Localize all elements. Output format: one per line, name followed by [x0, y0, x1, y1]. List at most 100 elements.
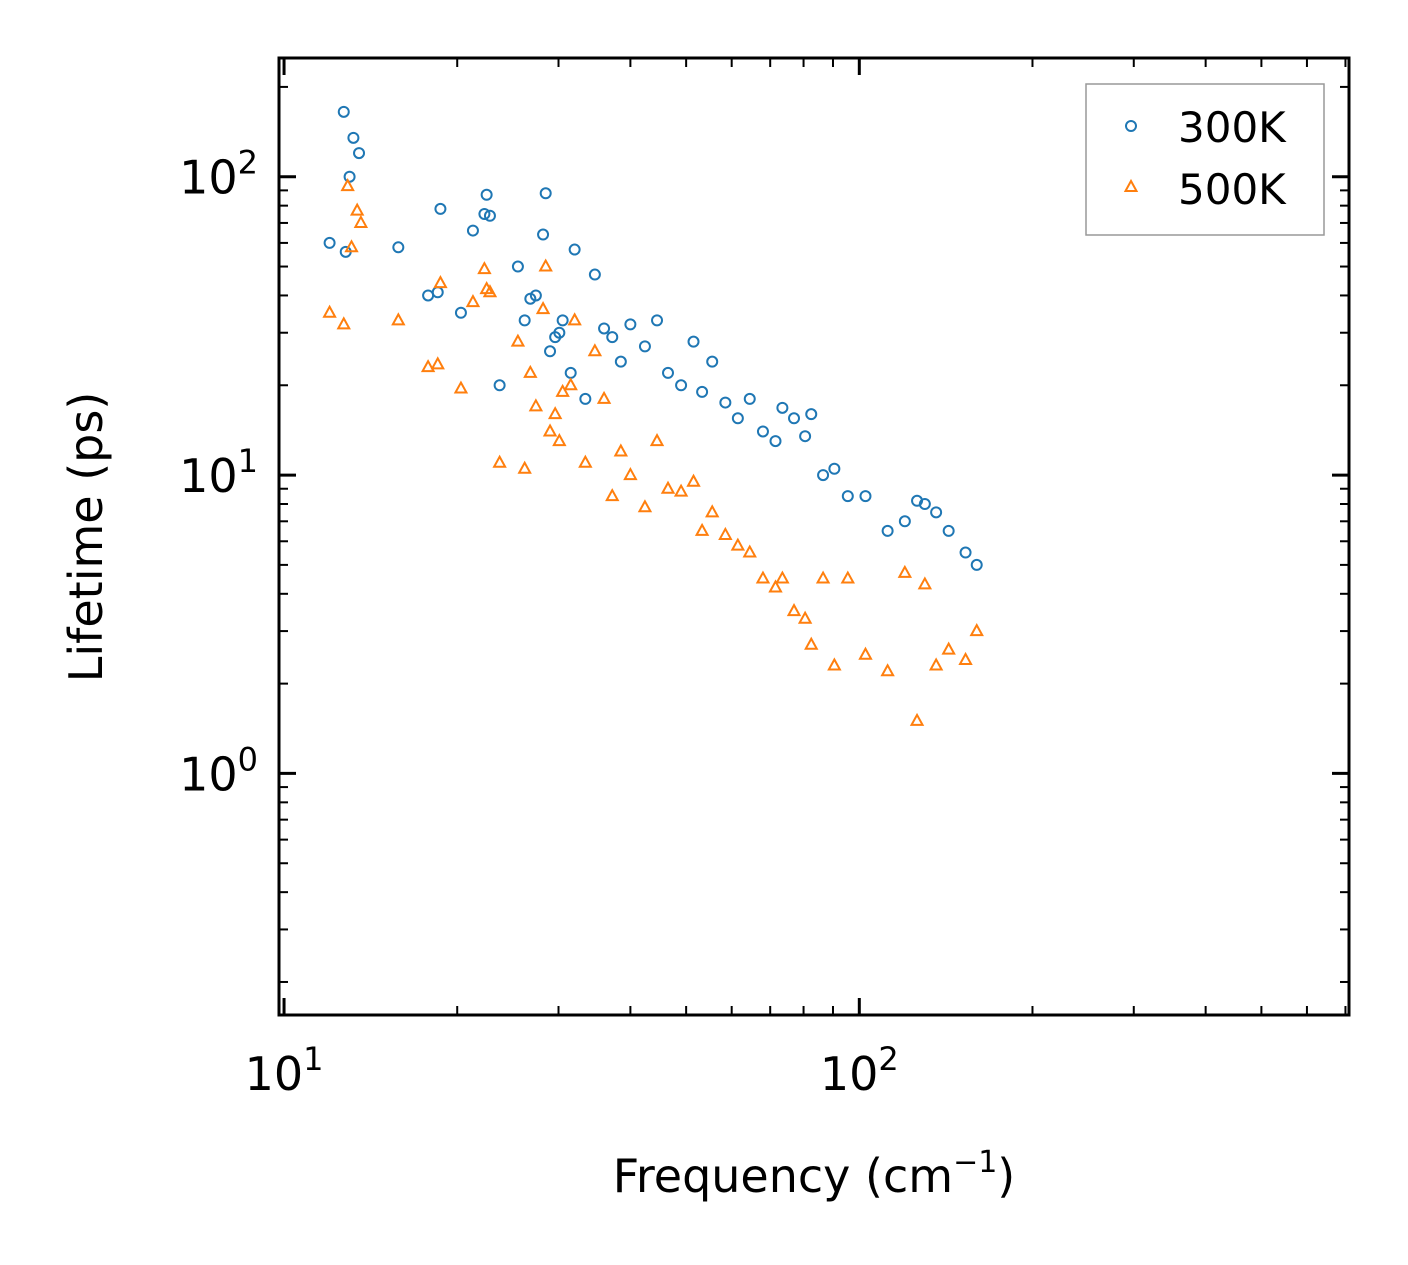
data-point [482, 284, 498, 298]
data-point [544, 345, 557, 358]
data-point [553, 326, 566, 339]
x-axis-label-sup: −1 [953, 1145, 997, 1180]
data-point [805, 408, 818, 421]
data-point [579, 392, 592, 405]
data-point [564, 366, 577, 379]
data-point [422, 289, 435, 302]
data-point [881, 524, 894, 537]
data-point [578, 454, 593, 468]
y-tick-labels: 100 101 102 [179, 144, 258, 802]
data-point [588, 268, 601, 281]
data-point [788, 412, 801, 425]
data-point [705, 504, 720, 518]
data-point [353, 147, 366, 160]
data-point [392, 241, 405, 254]
x-axis-label-close: ) [997, 1149, 1015, 1203]
data-point [969, 623, 984, 637]
data-point [859, 490, 872, 503]
data-point [323, 236, 336, 249]
data-point [804, 636, 819, 650]
data-point [563, 377, 578, 391]
data-point [918, 497, 931, 510]
data-point [694, 522, 710, 536]
data-point [917, 576, 933, 590]
data-point [537, 228, 550, 241]
y-tick-label: 100 [179, 740, 258, 801]
data-point [552, 433, 567, 447]
data-point [420, 359, 436, 373]
data-point [897, 564, 913, 578]
data-point [649, 433, 665, 447]
data-point [535, 301, 551, 315]
y-axis-label: Lifetime (ps) [59, 392, 113, 683]
data-point [340, 178, 355, 192]
axis-ticks [279, 58, 1349, 1015]
data-point [336, 316, 351, 330]
data-point [786, 603, 802, 617]
data-point [322, 304, 337, 318]
data-point [970, 558, 983, 571]
data-point [538, 258, 553, 272]
data-point [828, 462, 841, 475]
data-point [556, 314, 569, 327]
data-point [510, 333, 526, 347]
x-tick-labels: 101 102 [245, 1040, 899, 1101]
series-500k [322, 178, 984, 726]
data-point [827, 657, 842, 671]
legend-marker-500k [1123, 178, 1139, 192]
legend: 300K 500K [1085, 83, 1325, 236]
data-point [662, 366, 675, 379]
data-point [841, 490, 854, 503]
data-point [858, 646, 873, 660]
data-point [959, 546, 972, 559]
data-point [719, 396, 732, 409]
data-point [434, 202, 447, 215]
data-point [465, 294, 481, 308]
data-point [431, 286, 444, 299]
data-point [768, 579, 783, 593]
data-point [528, 398, 544, 412]
y-tick-exponent: 0 [238, 740, 258, 778]
data-point [673, 483, 689, 497]
data-point [343, 170, 356, 183]
data-point [587, 343, 603, 357]
x-tick-exponent: 1 [303, 1040, 323, 1078]
data-point [466, 224, 479, 237]
legend-entry-300k: 300K [1125, 103, 1287, 152]
data-point [614, 355, 627, 368]
data-point [941, 641, 956, 655]
data-point [477, 261, 492, 275]
legend-box [1085, 83, 1325, 236]
data-point [547, 406, 563, 420]
data-point [433, 275, 448, 289]
x-axis-label: Frequency (cm−1) [613, 1145, 1016, 1203]
data-point [743, 392, 756, 405]
series-300k [323, 105, 983, 571]
data-point [493, 379, 506, 392]
data-point [344, 239, 359, 253]
data-point [638, 340, 651, 353]
data-point [706, 355, 719, 368]
y-tick-base: 10 [179, 449, 238, 503]
data-point [511, 260, 524, 273]
x-tick-exponent: 2 [878, 1040, 898, 1078]
data-point [756, 425, 769, 438]
data-point [660, 480, 676, 494]
x-tick-base: 10 [245, 1047, 304, 1101]
data-point [928, 657, 944, 671]
data-point [637, 499, 653, 513]
data-point [483, 209, 496, 222]
data-point [797, 610, 813, 624]
legend-entry-500k: 500K [1123, 165, 1287, 214]
data-point [880, 663, 895, 677]
data-point [799, 430, 812, 443]
data-point [523, 364, 538, 378]
x-axis-label-main: Frequency (cm [613, 1149, 953, 1203]
data-point [909, 712, 925, 726]
y-tick-label: 102 [179, 144, 258, 205]
data-point [651, 314, 664, 327]
legend-label-500k: 500K [1178, 165, 1287, 214]
data-point [453, 380, 469, 394]
y-tick-exponent: 1 [238, 442, 258, 480]
